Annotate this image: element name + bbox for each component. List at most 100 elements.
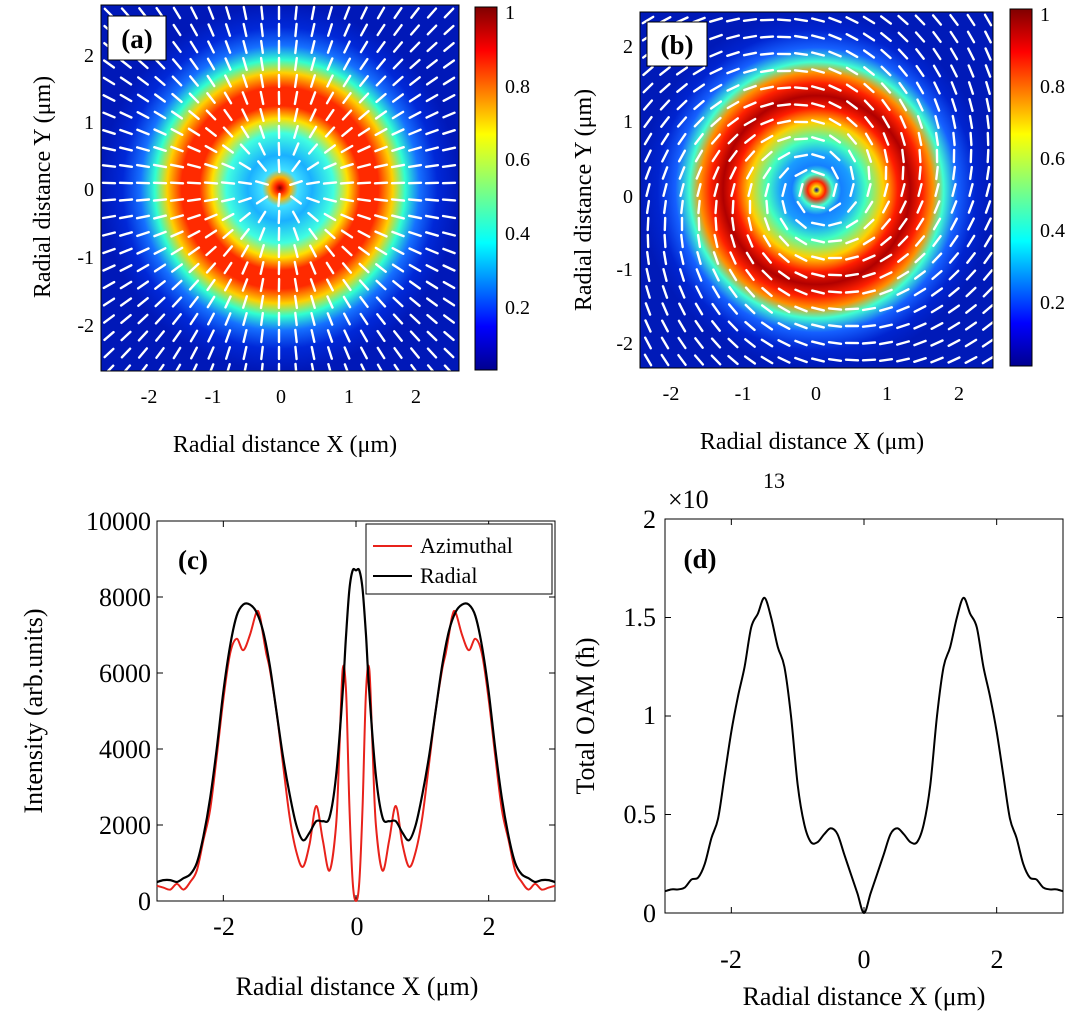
vector-arrow	[679, 182, 685, 198]
vector-arrow	[325, 91, 335, 105]
vector-arrow	[726, 84, 740, 92]
vector-arrow	[985, 97, 991, 113]
y-tick-d: 0.5	[624, 800, 657, 829]
vector-arrow	[710, 337, 722, 349]
vector-arrow	[727, 133, 739, 145]
vector-arrow	[712, 166, 720, 180]
vector-arrow	[102, 314, 116, 324]
vector-arrow	[207, 23, 215, 37]
vector-arrow	[393, 6, 403, 20]
vector-arrow	[677, 354, 687, 366]
vector-arrow	[242, 345, 248, 361]
vector-arrow	[222, 245, 234, 257]
vector-arrow	[240, 125, 250, 139]
vector-arrow	[879, 323, 893, 329]
vector-arrow	[861, 306, 877, 312]
vector-arrow	[136, 128, 150, 136]
vector-arrow	[913, 287, 927, 297]
vector-arrow	[811, 306, 825, 312]
y-ticks-a: 2 1 0 -1 -2	[77, 45, 94, 337]
vector-arrow	[326, 278, 334, 292]
vector-arrow	[984, 64, 992, 78]
vector-arrow	[207, 329, 215, 343]
vector-arrow	[794, 168, 808, 178]
y-tick-c: 10000	[86, 507, 151, 536]
vector-arrow	[224, 74, 232, 88]
x-tick-a: 1	[344, 386, 354, 408]
vector-arrow	[310, 295, 316, 309]
vector-arrow	[375, 92, 387, 104]
vector-arrow	[189, 329, 199, 343]
x-tick-d: -2	[720, 945, 742, 974]
vector-arrow	[746, 234, 754, 248]
vector-arrow	[882, 200, 890, 214]
vector-arrow	[966, 13, 976, 27]
vector-arrow	[932, 64, 942, 78]
vector-arrow	[986, 148, 990, 164]
series-radial-line	[156, 567, 556, 884]
vector-arrow	[241, 295, 249, 309]
vector-arrow	[810, 204, 826, 210]
vector-arrow	[914, 235, 926, 247]
vector-arrow	[391, 214, 405, 220]
vector-arrow	[356, 181, 372, 185]
vector-arrow	[410, 347, 420, 359]
vector-arrow	[310, 74, 316, 88]
vector-arrow	[811, 136, 825, 142]
vector-arrow	[847, 149, 857, 163]
vector-arrow	[811, 272, 825, 278]
vector-arrow	[969, 131, 973, 147]
vector-arrow	[324, 228, 336, 240]
vector-arrow	[660, 132, 670, 146]
x-tick-b: 2	[954, 383, 964, 405]
vector-arrow	[157, 363, 165, 371]
vector-arrow	[153, 93, 167, 103]
vector-arrow	[154, 280, 166, 290]
vector-arrow	[882, 132, 890, 146]
vector-arrow	[899, 200, 907, 214]
legend-c: Azimuthal Radial	[365, 523, 553, 595]
vector-arrow	[135, 214, 151, 220]
vector-arrow	[781, 199, 787, 215]
vector-arrow	[811, 51, 825, 57]
vector-arrow	[896, 340, 910, 346]
vector-arrow	[949, 47, 959, 61]
vector-arrow	[374, 246, 388, 256]
vector-arrow	[763, 217, 771, 231]
vector-arrow	[947, 339, 961, 347]
y-tick-c: 6000	[99, 659, 151, 688]
vector-arrow	[982, 269, 993, 281]
vector-arrow	[172, 23, 182, 37]
vector-arrow	[727, 320, 739, 332]
vector-arrow	[950, 217, 958, 231]
vector-arrow	[811, 68, 825, 74]
vector-arrow	[358, 92, 370, 104]
vector-arrow	[832, 182, 838, 198]
vector-arrow	[209, 363, 215, 371]
vector-arrow	[188, 75, 200, 87]
vector-arrow	[409, 330, 421, 342]
vector-arrow	[206, 295, 216, 309]
vector-arrow	[409, 58, 421, 70]
vector-arrow	[660, 116, 670, 128]
vector-arrow	[392, 313, 404, 325]
vector-arrow	[729, 166, 737, 180]
vector-arrow	[983, 13, 993, 27]
vector-arrow	[709, 50, 723, 58]
vector-arrow	[777, 322, 791, 330]
vector-arrow	[390, 198, 406, 202]
vector-arrow	[241, 278, 249, 292]
vector-arrow	[175, 363, 182, 371]
vector-arrow	[186, 197, 202, 203]
vector-arrow	[828, 84, 842, 92]
vector-arrow	[154, 296, 166, 308]
vector-arrow	[240, 244, 250, 258]
vector-arrow	[342, 74, 352, 88]
panel-tag-c: (c)	[178, 545, 208, 575]
vector-arrow	[442, 247, 456, 255]
vector-arrow	[171, 75, 183, 87]
vector-arrow	[223, 261, 233, 275]
vector-arrow	[376, 58, 386, 70]
vector-arrow	[309, 261, 317, 275]
x-axis-label-c: Radial distance X (μm)	[236, 972, 479, 1001]
